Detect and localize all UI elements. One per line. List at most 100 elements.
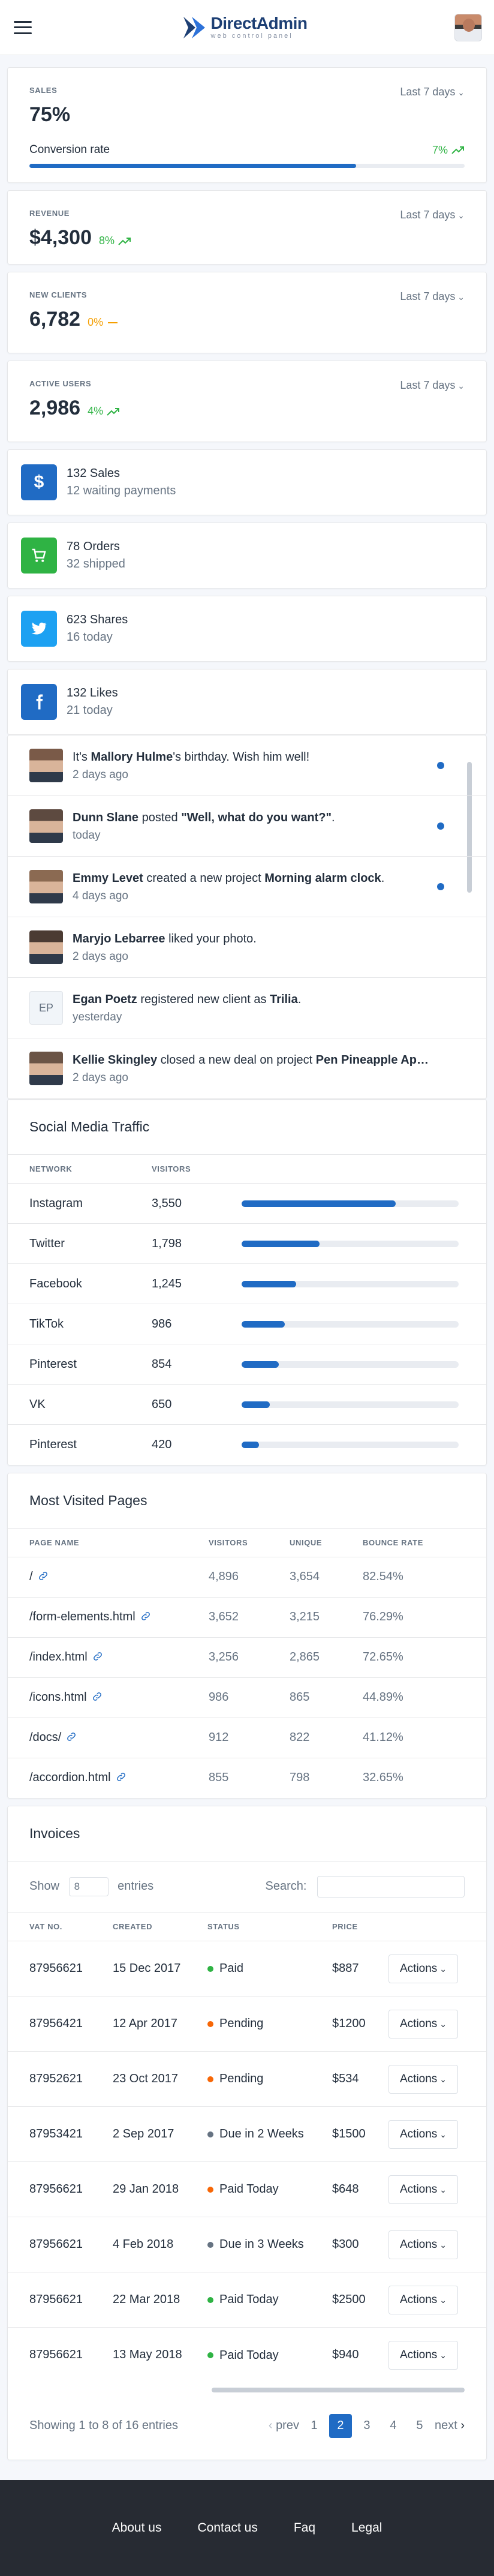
traffic-bar <box>242 1401 459 1408</box>
link-icon[interactable] <box>116 1772 126 1782</box>
entries-summary: Showing 1 to 8 of 16 entries <box>29 2419 178 2432</box>
table-row: 87953421 2 Sep 2017 Due in 2 Weeks $1500… <box>8 2106 486 2162</box>
status-text: Pending <box>219 2072 264 2086</box>
table-horizontal-scrollbar[interactable] <box>212 2387 465 2392</box>
feed-object[interactable]: Trilia <box>270 993 298 1006</box>
avatar: EP <box>29 991 63 1025</box>
new-clients-trend: 0% <box>88 316 104 328</box>
actions-dropdown-button[interactable]: Actions <box>388 2175 458 2204</box>
network-name: TikTok <box>8 1304 146 1344</box>
traffic-bar <box>242 1200 459 1207</box>
visited-pages-table: PAGE NAME VISITORS UNIQUE BOUNCE RATE / … <box>8 1528 486 1799</box>
pagination-next[interactable]: next › <box>434 2419 465 2432</box>
table-row: 87956421 12 Apr 2017 Pending $1200 Actio… <box>8 1996 486 2052</box>
revenue-period-dropdown[interactable]: Last 7 days <box>400 209 465 221</box>
created-date: 29 Jan 2018 <box>107 2161 201 2217</box>
traffic-bar-fill <box>242 1401 270 1408</box>
unread-dot-icon <box>437 883 444 890</box>
sales-period-dropdown[interactable]: Last 7 days <box>400 86 465 98</box>
actions-dropdown-button[interactable]: Actions <box>388 1954 458 1983</box>
actions-dropdown-button[interactable]: Actions <box>388 2340 458 2370</box>
feed-item[interactable]: EP Egan Poetz registered new client as Tr… <box>8 978 486 1038</box>
page-visitors: 912 <box>203 1718 284 1758</box>
feed-scrollbar[interactable] <box>467 762 472 893</box>
brand-logo[interactable]: DirectAdmin web control panel <box>181 14 308 41</box>
feed-text-suffix: . <box>332 811 335 824</box>
feed-person-name[interactable]: Dunn Slane <box>73 811 139 824</box>
vat-number: 87956621 <box>8 2161 107 2217</box>
feed-person-name[interactable]: Egan Poetz <box>73 993 137 1006</box>
footer-link-faq[interactable]: Faq <box>293 2521 316 2535</box>
social-traffic-card: Social Media Traffic NETWORK VISITORS In… <box>7 1099 487 1466</box>
page-bounce-rate: 41.12% <box>357 1718 486 1758</box>
link-icon[interactable] <box>66 1731 77 1742</box>
conversion-progress-fill <box>29 164 356 168</box>
avatar <box>29 870 63 903</box>
link-icon[interactable] <box>92 1691 103 1702</box>
pagination-prev[interactable]: ‹ prev <box>268 2419 299 2432</box>
page-name: /index.html <box>29 1650 88 1664</box>
new-clients-period-dropdown[interactable]: Last 7 days <box>400 290 465 303</box>
feed-text: closed a new deal on project <box>157 1053 316 1067</box>
search-input[interactable] <box>317 1876 465 1898</box>
actions-dropdown-button[interactable]: Actions <box>388 2009 458 2038</box>
table-row: 87952621 23 Oct 2017 Pending $534 Action… <box>8 2051 486 2107</box>
page-footer: About us Contact us Faq Legal <box>0 2480 494 2576</box>
stat-subtitle: 16 today <box>67 631 113 644</box>
footer-link-contact[interactable]: Contact us <box>197 2521 258 2535</box>
feed-person-name[interactable]: Kellie Skingley <box>73 1053 158 1067</box>
feed-person-name[interactable]: Maryjo Lebarree <box>73 932 165 945</box>
link-icon[interactable] <box>140 1611 151 1622</box>
network-name: Facebook <box>8 1263 146 1304</box>
actions-dropdown-button[interactable]: Actions <box>388 2119 458 2149</box>
link-icon[interactable] <box>38 1571 49 1581</box>
footer-link-legal[interactable]: Legal <box>351 2521 382 2535</box>
entries-count-input[interactable] <box>68 1877 109 1896</box>
actions-dropdown-button[interactable]: Actions <box>388 2064 458 2094</box>
table-row: /accordion.html 855 798 32.65% <box>8 1758 486 1798</box>
pagination-page-1[interactable]: 1 <box>311 2419 318 2432</box>
price: $2500 <box>326 2272 382 2328</box>
feed-person-name[interactable]: Emmy Levet <box>73 872 143 885</box>
show-label: Show <box>29 1880 60 1893</box>
status-dot-icon <box>207 2241 213 2248</box>
feed-item[interactable]: It's Mallory Hulme's birthday. Wish him … <box>8 735 486 796</box>
pagination-page-2[interactable]: 2 <box>329 2413 352 2438</box>
feed-item[interactable]: Kellie Skingley closed a new deal on pro… <box>8 1038 486 1098</box>
pagination-page-3[interactable]: 3 <box>363 2419 370 2432</box>
user-avatar[interactable] <box>454 13 482 41</box>
feed-item[interactable]: Dunn Slane posted "Well, what do you wan… <box>8 796 486 857</box>
feed-text: registered new client as <box>137 993 270 1006</box>
feed-object[interactable]: Pen Pineapple Ap… <box>315 1053 429 1067</box>
active-users-period-dropdown[interactable]: Last 7 days <box>400 379 465 392</box>
feed-item[interactable]: Maryjo Lebarree liked your photo. 2 days … <box>8 917 486 978</box>
new-clients-card: NEW CLIENTS Last 7 days 6,782 0% <box>7 272 487 353</box>
column-header: VAT NO. <box>8 1913 107 1941</box>
network-name: Instagram <box>8 1183 146 1224</box>
pagination-page-5[interactable]: 5 <box>416 2419 423 2432</box>
table-row: /form-elements.html 3,652 3,215 76.29% <box>8 1597 486 1638</box>
brand-name: DirectAdmin <box>210 14 308 32</box>
table-row: Instagram 3,550 <box>8 1183 486 1224</box>
column-header: PRICE <box>326 1913 382 1941</box>
actions-dropdown-button[interactable]: Actions <box>388 2230 458 2259</box>
revenue-card: REVENUE Last 7 days $4,300 8% <box>7 190 487 265</box>
status-text: Due in 3 Weeks <box>219 2238 304 2251</box>
actions-dropdown-button[interactable]: Actions <box>388 2285 458 2314</box>
menu-toggle-icon[interactable] <box>12 19 34 37</box>
vat-number: 87956621 <box>8 1941 107 1996</box>
stat-card-orders: 78 Orders 32 shipped <box>7 523 487 589</box>
page-name: /accordion.html <box>29 1771 111 1785</box>
link-icon[interactable] <box>92 1651 103 1662</box>
feed-text: liked your photo. <box>165 932 257 945</box>
pagination-page-4[interactable]: 4 <box>390 2419 397 2432</box>
column-header: CREATED <box>107 1913 201 1941</box>
footer-link-about[interactable]: About us <box>112 2521 162 2535</box>
feed-person-name[interactable]: Mallory Hulme <box>91 750 173 764</box>
feed-object[interactable]: "Well, what do you want?" <box>181 811 332 824</box>
feed-item[interactable]: Emmy Levet created a new project Morning… <box>8 857 486 917</box>
page-visitors: 3,652 <box>203 1597 284 1638</box>
feed-object[interactable]: Morning alarm clock <box>264 872 381 885</box>
status-dot-icon <box>207 2131 213 2137</box>
directadmin-logo-icon <box>183 16 205 38</box>
